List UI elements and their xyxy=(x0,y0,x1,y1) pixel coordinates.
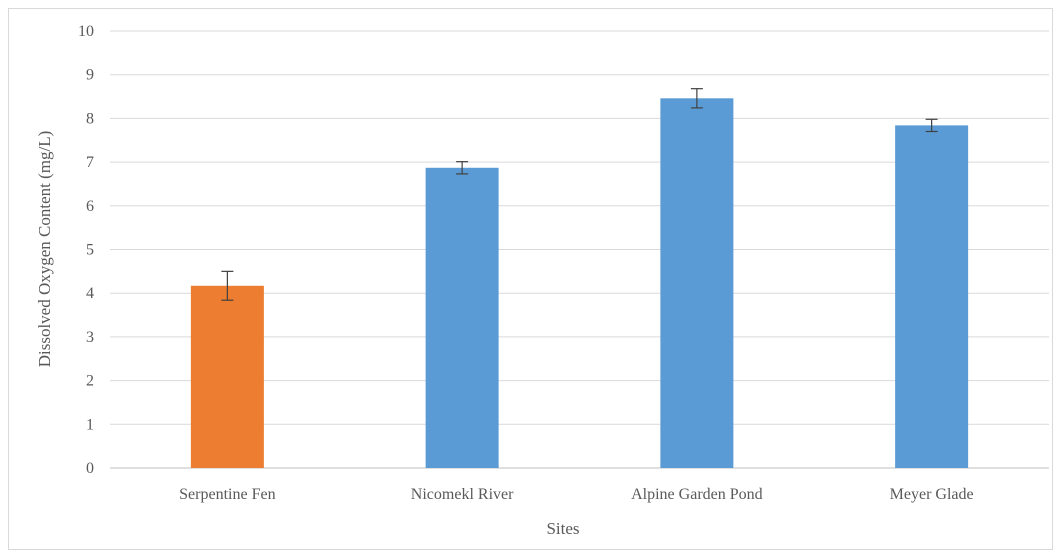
y-tick-label: 7 xyxy=(86,154,94,171)
error-bar xyxy=(690,88,703,109)
y-tick-label: 5 xyxy=(86,242,94,259)
bars xyxy=(190,98,969,468)
y-tick-label: 9 xyxy=(86,67,94,84)
y-tick-label: 8 xyxy=(86,110,94,127)
y-tick-label: 3 xyxy=(86,329,94,346)
y-tick-label: 1 xyxy=(86,416,94,433)
x-tick-label: Meyer Glade xyxy=(890,486,974,503)
chart-frame xyxy=(8,8,1053,550)
error-bar xyxy=(925,118,938,133)
y-axis-title: Dissolved Oxygen Content (mg/L) xyxy=(35,131,54,368)
gridlines xyxy=(110,30,1049,469)
y-tick-labels: 0 1 2 3 4 5 6 7 8 9 10 xyxy=(78,23,94,477)
y-tick-label: 0 xyxy=(86,460,94,477)
x-tick-label: Alpine Garden Pond xyxy=(631,486,763,503)
error-bars xyxy=(221,88,938,301)
bar xyxy=(425,167,499,468)
error-bar xyxy=(221,270,234,301)
error-bar xyxy=(456,161,469,175)
y-tick-label: 4 xyxy=(86,285,94,302)
y-tick-label: 2 xyxy=(86,373,94,390)
x-tick-labels: Serpentine Fen Nicomekl River Alpine Garde… xyxy=(179,486,973,503)
x-axis-title: Sites xyxy=(546,519,579,538)
y-tick-label: 10 xyxy=(78,23,94,40)
y-tick-label: 6 xyxy=(86,198,94,215)
bar xyxy=(190,285,264,468)
bar xyxy=(660,98,734,468)
bar xyxy=(895,125,969,468)
x-tick-label: Serpentine Fen xyxy=(179,486,275,503)
x-tick-label: Nicomekl River xyxy=(411,486,514,503)
